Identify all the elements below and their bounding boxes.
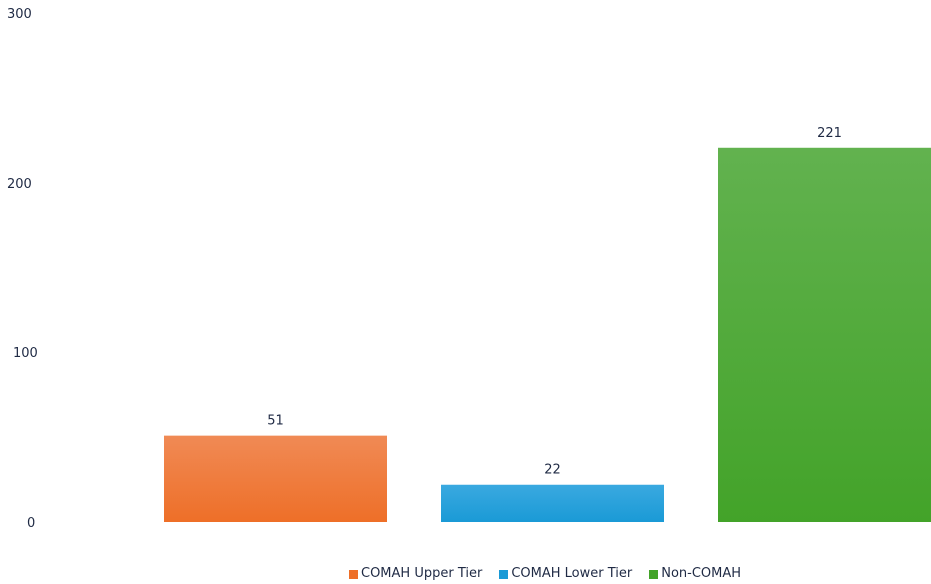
legend-swatch-comah-lower-tier	[499, 569, 509, 579]
y-axis-ticks: 0 100 200 300	[7, 7, 38, 531]
legend-swatch-non-comah	[649, 569, 659, 579]
legend-label-comah-lower-tier: COMAH Lower Tier	[511, 566, 633, 581]
legend: COMAH Upper Tier COMAH Lower Tier Non-CO…	[0, 566, 931, 582]
legend-item-comah-upper-tier: COMAH Upper Tier	[349, 566, 482, 582]
data-label-comah-upper-tier: 51	[267, 414, 284, 429]
data-label-non-comah: 221	[817, 126, 842, 141]
y-tick-label-200: 200	[7, 177, 32, 192]
data-labels: 51 22 221	[267, 126, 842, 478]
y-tick-label-300: 300	[7, 7, 32, 22]
legend-swatch-comah-upper-tier	[349, 569, 358, 579]
legend-item-comah-lower-tier: COMAH Lower Tier	[499, 566, 632, 582]
legend-label-comah-upper-tier: COMAH Upper Tier	[361, 566, 483, 581]
legend-label-non-comah: Non-COMAH	[661, 566, 742, 581]
bar-comah-lower-tier	[441, 484, 664, 522]
y-tick-label-100: 100	[13, 346, 38, 361]
data-label-comah-lower-tier: 22	[544, 463, 561, 478]
y-tick-label-0: 0	[27, 516, 35, 531]
bar-comah-upper-tier	[164, 435, 387, 522]
bars	[164, 147, 931, 523]
bar-non-comah	[718, 147, 931, 523]
legend-item-non-comah: Non-COMAH	[649, 566, 741, 582]
